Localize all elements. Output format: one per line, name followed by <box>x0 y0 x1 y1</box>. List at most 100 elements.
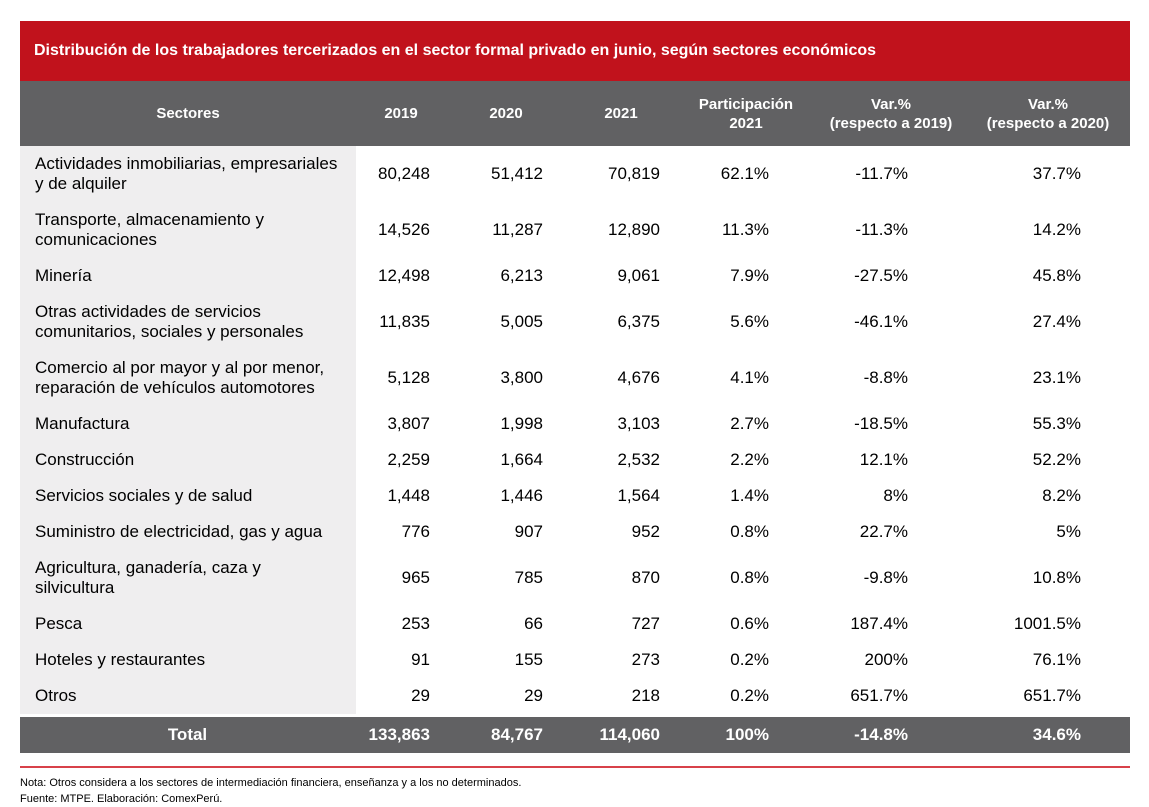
value-2020: 1,998 <box>500 414 543 433</box>
value-var-2020: 52.2% <box>1032 450 1081 469</box>
table-body: Actividades inmobiliarias, empresariales… <box>20 146 1130 753</box>
column-header-sectores: Sectores <box>20 81 356 146</box>
column-header-var-2019: Var.% (respecto a 2019) <box>816 81 966 146</box>
source-text: Fuente: MTPE. Elaboración: ComexPerú. <box>20 793 223 805</box>
value-var-2020: 10.8% <box>1032 568 1081 587</box>
value-2020: 66 <box>524 614 543 633</box>
value-2020: 1,446 <box>500 486 543 505</box>
value-var-2019: -11.3% <box>855 220 908 239</box>
value-var-2019: -46.1% <box>854 312 908 331</box>
value-2020: 785 <box>514 568 543 587</box>
value-var-2019: -9.8% <box>863 568 908 587</box>
value-share: 2.2% <box>730 450 769 469</box>
value-2019: 91 <box>411 650 430 669</box>
footnotes: Nota: Otros considera a los sectores de … <box>20 775 1130 807</box>
value-share: 0.8% <box>730 568 769 587</box>
value-var-2019: -8.8% <box>863 368 908 387</box>
sector-cell: Agricultura, ganadería, caza y silvicult… <box>20 550 356 606</box>
value-2020: 11,287 <box>492 220 543 239</box>
table-row: Minería 12,498 6,213 9,061 7.9% -27.5% 4… <box>20 258 1130 294</box>
value-var-2020: 45.8% <box>1032 266 1081 285</box>
value-2021: 70,819 <box>608 164 660 183</box>
table-row: Actividades inmobiliarias, empresariales… <box>20 146 1130 202</box>
table-row: Suministro de electricidad, gas y agua 7… <box>20 514 1130 550</box>
value-2021: 4,676 <box>617 368 660 387</box>
table-row: Otros 29 29 218 0.2% 651.7% 651.7% <box>20 678 1130 716</box>
value-2021: 1,564 <box>617 486 660 505</box>
column-header-var-2020: Var.% (respecto a 2020) <box>966 81 1130 146</box>
value-var-2019: -18.5% <box>854 414 908 433</box>
value-2019: 12,498 <box>378 266 430 285</box>
page-title: Distribución de los trabajadores terceri… <box>34 42 877 59</box>
value-var-2019: 200% <box>864 650 908 669</box>
value-2021: 2,532 <box>617 450 660 469</box>
table-row: Transporte, almacenamiento y comunicacio… <box>20 202 1130 258</box>
table-row: Hoteles y restaurantes 91 155 273 0.2% 2… <box>20 642 1130 678</box>
value-share: 1.4% <box>730 486 769 505</box>
value-var-2020: 1001.5% <box>1013 614 1081 633</box>
value-2019: 29 <box>411 686 430 705</box>
value-2019: 14,526 <box>378 220 430 239</box>
value-2021: 6,375 <box>617 312 660 331</box>
sector-cell: Suministro de electricidad, gas y agua <box>20 514 356 550</box>
total-row: Total 133,863 84,767 114,060 100% -14.8%… <box>20 714 1130 753</box>
value-2019: 80,248 <box>378 164 430 183</box>
value-var-2020: 8.2% <box>1042 486 1081 505</box>
value-var-2020: 76.1% <box>1032 650 1081 669</box>
value-2019: 253 <box>401 614 430 633</box>
value-2021: 3,103 <box>617 414 660 433</box>
table-row: Agricultura, ganadería, caza y silvicult… <box>20 550 1130 606</box>
table-row: Comercio al por mayor y al por menor, re… <box>20 350 1130 406</box>
value-var-2019: 651.7% <box>850 686 908 705</box>
total-var-2019: -14.8% <box>816 714 966 753</box>
total-2020: 84,767 <box>446 714 566 753</box>
column-header-participacion-2021: Participación 2021 <box>676 81 816 146</box>
column-header-2020: 2020 <box>446 81 566 146</box>
value-2021: 218 <box>631 686 660 705</box>
value-2019: 11,835 <box>379 312 430 331</box>
value-var-2020: 14.2% <box>1032 220 1081 239</box>
value-2021: 952 <box>631 522 660 541</box>
value-2020: 51,412 <box>491 164 543 183</box>
value-2019: 5,128 <box>387 368 430 387</box>
value-var-2019: 8% <box>883 486 908 505</box>
sector-cell: Otros <box>20 678 356 716</box>
sectors-table: Sectores 2019 2020 2021 Participación 20… <box>20 81 1130 753</box>
table-row: Manufactura 3,807 1,998 3,103 2.7% -18.5… <box>20 406 1130 442</box>
value-2021: 273 <box>631 650 660 669</box>
value-2021: 9,061 <box>617 266 660 285</box>
value-var-2020: 5% <box>1056 522 1081 541</box>
column-header-2019: 2019 <box>356 81 446 146</box>
sector-cell: Comercio al por mayor y al por menor, re… <box>20 350 356 406</box>
total-2019: 133,863 <box>356 714 446 753</box>
red-divider-line <box>20 766 1130 768</box>
value-2019: 776 <box>401 522 430 541</box>
value-var-2020: 27.4% <box>1032 312 1081 331</box>
sector-cell: Minería <box>20 258 356 294</box>
value-2020: 3,800 <box>500 368 543 387</box>
value-2020: 1,664 <box>500 450 543 469</box>
value-share: 0.2% <box>730 686 769 705</box>
report-container: Distribución de los trabajadores terceri… <box>20 21 1130 807</box>
value-var-2020: 23.1% <box>1032 368 1081 387</box>
value-2019: 3,807 <box>387 414 430 433</box>
value-2019: 2,259 <box>387 450 430 469</box>
value-2021: 870 <box>631 568 660 587</box>
value-2020: 5,005 <box>500 312 543 331</box>
value-share: 62.1% <box>720 164 769 183</box>
title-bar: Distribución de los trabajadores terceri… <box>20 21 1130 81</box>
value-share: 0.2% <box>730 650 769 669</box>
value-share: 5.6% <box>730 312 769 331</box>
value-var-2020: 651.7% <box>1023 686 1081 705</box>
sector-cell: Actividades inmobiliarias, empresariales… <box>20 146 356 202</box>
sector-cell: Hoteles y restaurantes <box>20 642 356 678</box>
value-var-2020: 55.3% <box>1032 414 1081 433</box>
value-var-2019: 12.1% <box>859 450 908 469</box>
table-header: Sectores 2019 2020 2021 Participación 20… <box>20 81 1130 146</box>
total-label: Total <box>20 714 356 753</box>
value-2021: 727 <box>631 614 660 633</box>
total-2021: 114,060 <box>566 714 676 753</box>
note-text: Nota: Otros considera a los sectores de … <box>20 777 522 789</box>
table-row: Construcción 2,259 1,664 2,532 2.2% 12.1… <box>20 442 1130 478</box>
sector-cell: Servicios sociales y de salud <box>20 478 356 514</box>
